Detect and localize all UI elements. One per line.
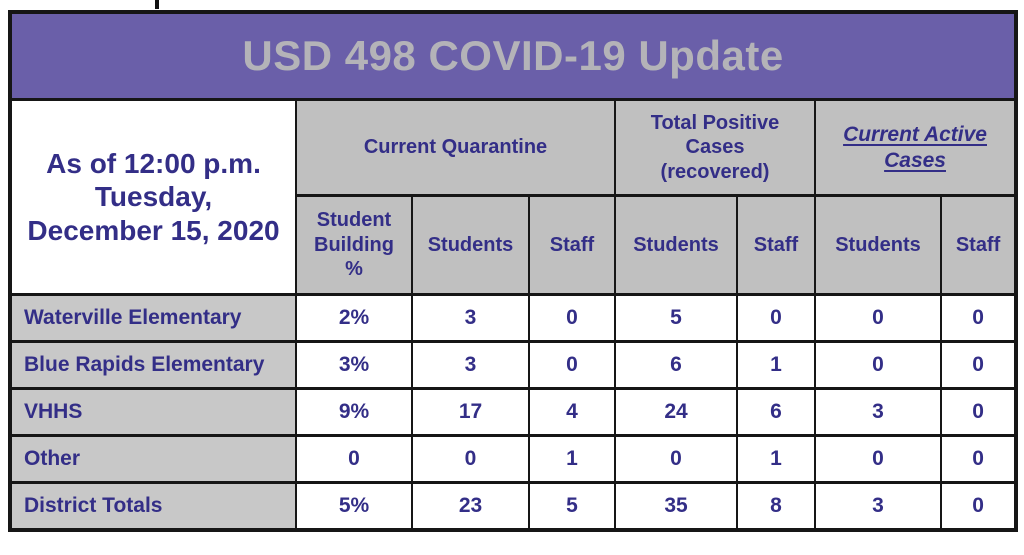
cell-value: 3 xyxy=(411,340,530,390)
cell-value: 0 xyxy=(295,434,413,484)
cell-value: 0 xyxy=(614,434,738,484)
as-of-date-cell: As of 12:00 p.m. Tuesday, December 15, 2… xyxy=(9,98,297,296)
cell-value: 5 xyxy=(614,293,738,343)
row-label: Other xyxy=(9,434,297,484)
group-header-current-quarantine: Current Quarantine xyxy=(295,98,616,197)
cell-value: 0 xyxy=(939,340,1018,390)
cell-value: 6 xyxy=(614,340,738,390)
cell-value: 0 xyxy=(939,434,1018,484)
cell-value: 9% xyxy=(295,387,413,437)
table-row-vhhs: VHHS 9% 17 4 24 6 3 0 xyxy=(9,387,1018,437)
cell-value: 0 xyxy=(939,293,1018,343)
covid-update-table: USD 498 COVID-19 Update As of 12:00 p.m.… xyxy=(8,10,1019,532)
page-title: USD 498 COVID-19 Update xyxy=(8,10,1018,101)
cell-value: 17 xyxy=(411,387,530,437)
cell-value: 8 xyxy=(736,481,816,531)
cropped-glyph-fragment xyxy=(155,0,159,9)
cell-value: 5 xyxy=(528,481,616,531)
subheader-quarantine-students: Students xyxy=(411,194,530,296)
cell-value: 3 xyxy=(814,481,942,531)
sub-header-row: Student Building % Students Staff Studen… xyxy=(10,194,1018,296)
cell-value: 5% xyxy=(295,481,413,531)
subheader-active-staff: Staff xyxy=(939,194,1018,296)
group-header-row: As of 12:00 p.m. Tuesday, December 15, 2… xyxy=(9,98,1018,296)
cell-value: 24 xyxy=(614,387,738,437)
cell-value: 0 xyxy=(528,340,616,390)
cell-value: 3 xyxy=(411,293,530,343)
subheader-positive-students: Students xyxy=(614,194,738,296)
group-header-current-active-cases: Current Active Cases xyxy=(813,98,1018,197)
cell-value: 6 xyxy=(736,387,816,437)
cell-value: 2% xyxy=(295,293,413,343)
cell-value: 23 xyxy=(411,481,530,531)
cell-value: 1 xyxy=(528,434,616,484)
table-row-blue-rapids: Blue Rapids Elementary 3% 3 0 6 1 0 0 xyxy=(9,340,1018,390)
cell-value: 3% xyxy=(295,340,413,390)
cell-value: 1 xyxy=(736,340,816,390)
cell-value: 0 xyxy=(814,340,942,390)
row-label: Blue Rapids Elementary xyxy=(9,340,297,390)
cell-value: 1 xyxy=(736,434,816,484)
cell-value: 0 xyxy=(939,387,1018,437)
cell-value: 0 xyxy=(528,293,616,343)
subheader-student-building-pct: Student Building % xyxy=(295,194,413,296)
cell-value: 35 xyxy=(614,481,738,531)
cell-value: 0 xyxy=(939,481,1018,531)
row-label: District Totals xyxy=(9,481,297,531)
group-header-total-positive-cases: Total Positive Cases (recovered) xyxy=(614,98,816,197)
cell-value: 0 xyxy=(814,434,942,484)
subheader-quarantine-staff: Staff xyxy=(528,194,616,296)
table-row-other: Other 0 0 1 0 1 0 0 xyxy=(9,434,1018,484)
cell-value: 0 xyxy=(411,434,530,484)
cell-value: 3 xyxy=(814,387,942,437)
subheader-positive-staff: Staff xyxy=(736,194,816,296)
title-row: USD 498 COVID-19 Update xyxy=(8,10,1018,101)
cell-value: 4 xyxy=(528,387,616,437)
table-row-district-totals: District Totals 5% 23 5 35 8 3 0 xyxy=(9,481,1018,531)
cell-value: 0 xyxy=(736,293,816,343)
subheader-active-students: Students xyxy=(814,194,942,296)
row-label: Waterville Elementary xyxy=(9,293,297,343)
table-row-waterville: Waterville Elementary 2% 3 0 5 0 0 0 xyxy=(9,293,1018,343)
cell-value: 0 xyxy=(814,293,942,343)
row-label: VHHS xyxy=(9,387,297,437)
